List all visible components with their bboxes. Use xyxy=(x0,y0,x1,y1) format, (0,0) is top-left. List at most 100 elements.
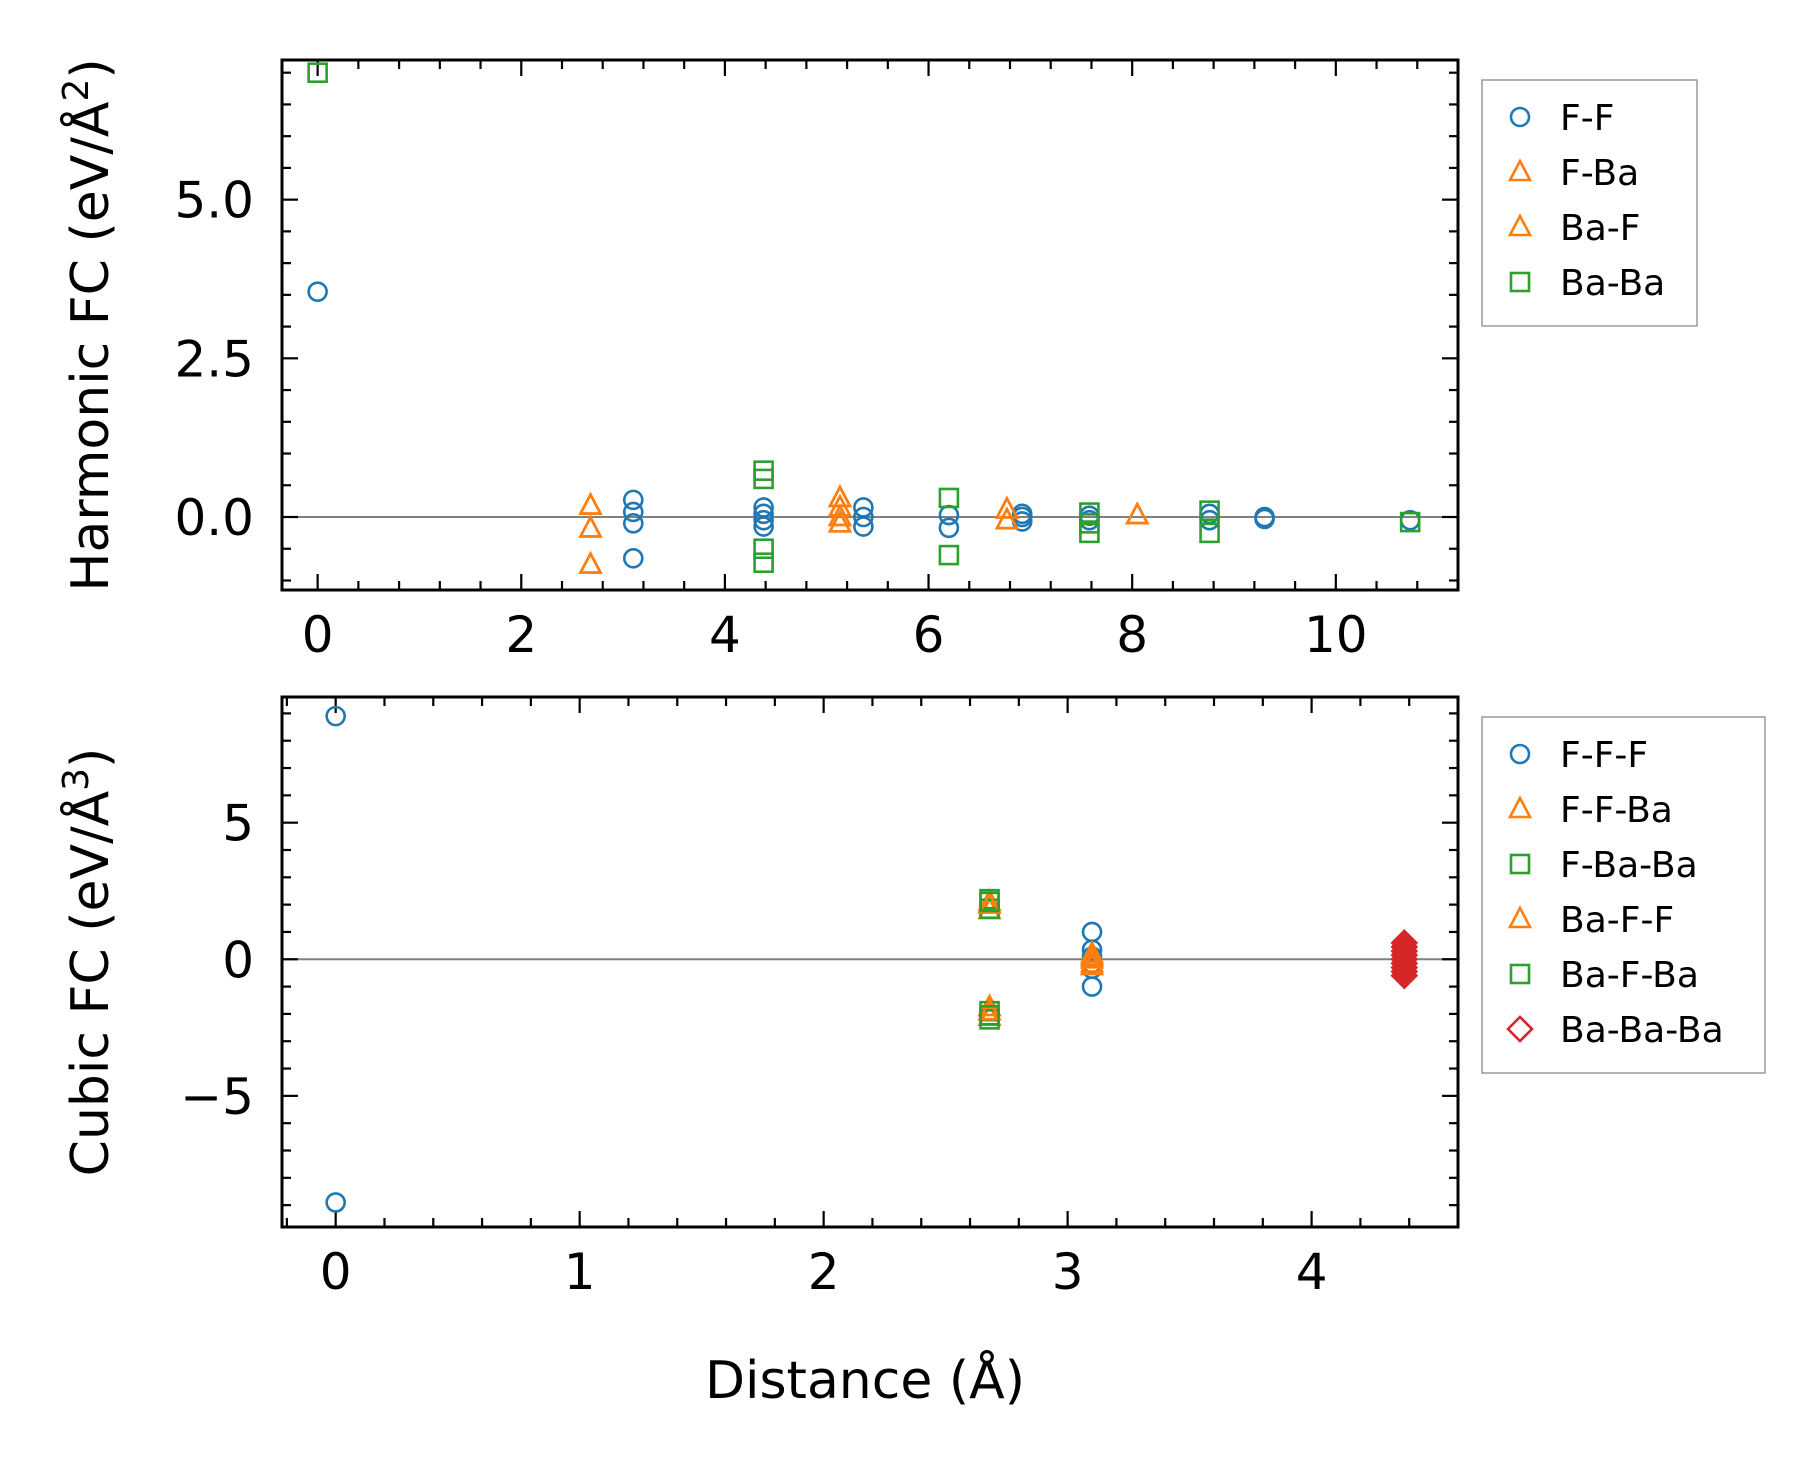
data-point xyxy=(325,1192,346,1213)
legend-label: F-Ba xyxy=(1560,153,1639,194)
data-point xyxy=(753,552,774,574)
data-point xyxy=(853,506,874,528)
data-point xyxy=(753,538,774,560)
legend-label: Ba-Ba xyxy=(1560,263,1665,304)
data-point xyxy=(753,468,774,490)
x-axis-label: Distance (Å) xyxy=(705,1349,1025,1411)
x-tick-label: 0 xyxy=(302,606,334,664)
legend-marker-f-f xyxy=(1509,106,1531,128)
legend-marker-ba-f-f xyxy=(1507,905,1533,929)
legend-box xyxy=(1481,716,1766,1074)
legend: F-F-F F-F-Ba F-Ba-Ba Ba-F-F Ba-F-Ba Ba-Ba-Ba xyxy=(1481,716,1766,1074)
legend-label: F-Ba-Ba xyxy=(1560,845,1698,886)
data-point xyxy=(307,281,328,302)
plot-frame xyxy=(280,58,1460,592)
data-point xyxy=(1199,522,1220,544)
data-point xyxy=(307,62,328,83)
series-f-f xyxy=(307,281,1421,569)
legend-marker-ba-f xyxy=(1507,213,1533,237)
x-tick-label: 2 xyxy=(808,1243,840,1301)
data-point xyxy=(938,544,960,566)
y-tick-label: 0 xyxy=(222,931,254,989)
legend-marker-f-ba xyxy=(1507,158,1533,182)
data-point xyxy=(1079,949,1105,973)
data-point xyxy=(1390,961,1419,990)
data-point xyxy=(1079,502,1100,523)
y-axis-label: Cubic FC (eV/Å3) xyxy=(56,748,122,1177)
data-point xyxy=(938,487,960,509)
y-tick-label: −5 xyxy=(180,1068,254,1126)
data-point xyxy=(622,547,644,569)
legend-marker-f-f-ba xyxy=(1507,795,1533,819)
data-point xyxy=(1199,500,1220,521)
data-point xyxy=(578,491,603,515)
cubic-panel: 0 1 2 3 4 −5 0 5 Cubic FC (eV/Å3) F-F-F F-F-Ba F-Ba… xyxy=(56,695,1766,1301)
data-point xyxy=(622,489,644,511)
legend-label: Ba-F xyxy=(1560,208,1640,249)
data-point xyxy=(578,514,603,538)
legend-label: F-F-F xyxy=(1560,735,1648,776)
data-point xyxy=(1254,508,1275,530)
data-point xyxy=(578,514,603,538)
legend-marker-ba-f-ba xyxy=(1509,963,1531,985)
data-point xyxy=(827,503,853,527)
data-point xyxy=(827,509,853,533)
y-tick-label: 2.5 xyxy=(174,330,254,388)
series-ba-f xyxy=(578,484,1150,574)
x-tick-label: 1 xyxy=(564,1243,596,1301)
data-point xyxy=(1081,921,1103,943)
series-ba-f-ba xyxy=(979,891,1000,1026)
legend-label: Ba-F-Ba xyxy=(1560,955,1699,996)
data-point xyxy=(1081,976,1103,997)
data-point xyxy=(1079,942,1105,966)
legend: F-F F-Ba Ba-F Ba-Ba xyxy=(1481,79,1698,327)
data-point xyxy=(622,513,644,534)
data-point xyxy=(938,517,960,539)
x-tick-label: 10 xyxy=(1304,606,1368,664)
data-point xyxy=(994,495,1020,519)
series-ba-f-f xyxy=(977,890,1105,1021)
legend-box xyxy=(1481,79,1698,327)
legend-marker-f-f-f xyxy=(1509,743,1531,765)
data-point xyxy=(1399,511,1421,533)
data-point xyxy=(977,997,1002,1021)
legend-label: F-F-Ba xyxy=(1560,790,1673,831)
legend-marker-f-ba-ba xyxy=(1509,853,1531,875)
data-point xyxy=(1125,501,1150,525)
plot-frame xyxy=(280,695,1460,1229)
y-axis-label: Harmonic FC (eV/Å2) xyxy=(56,58,122,591)
x-tick-label: 3 xyxy=(1052,1243,1084,1301)
data-point xyxy=(853,516,874,537)
data-point xyxy=(977,890,1002,914)
legend-label: Ba-Ba-Ba xyxy=(1560,1010,1724,1051)
x-tick-label: 2 xyxy=(505,606,537,664)
data-point xyxy=(622,501,644,523)
x-tick-label: 4 xyxy=(709,606,741,664)
x-tick-label: 0 xyxy=(320,1243,352,1301)
data-point xyxy=(1125,501,1150,525)
legend-label: F-F xyxy=(1560,98,1614,139)
x-tick-label: 6 xyxy=(913,606,945,664)
legend-marker-ba-ba-ba xyxy=(1506,1015,1534,1043)
series-ba-ba-ba xyxy=(1390,929,1419,990)
data-point xyxy=(979,891,1000,913)
data-point xyxy=(753,503,774,525)
data-point xyxy=(578,550,603,574)
data-point xyxy=(578,491,603,515)
data-point xyxy=(578,550,603,574)
data-point xyxy=(979,1004,1000,1026)
data-point xyxy=(827,493,853,517)
y-tick-label: 5.0 xyxy=(174,172,254,230)
series-ba-ba xyxy=(307,62,1421,574)
x-tick-label: 4 xyxy=(1296,1243,1328,1301)
series-f-ba xyxy=(578,484,1150,574)
data-point xyxy=(753,509,774,531)
y-tick-label: 5 xyxy=(222,795,254,853)
data-point xyxy=(325,705,346,727)
legend-marker-ba-ba xyxy=(1509,271,1531,293)
y-tick-label: 0.0 xyxy=(174,489,254,547)
data-point xyxy=(994,506,1020,530)
x-tick-label: 8 xyxy=(1116,606,1148,664)
